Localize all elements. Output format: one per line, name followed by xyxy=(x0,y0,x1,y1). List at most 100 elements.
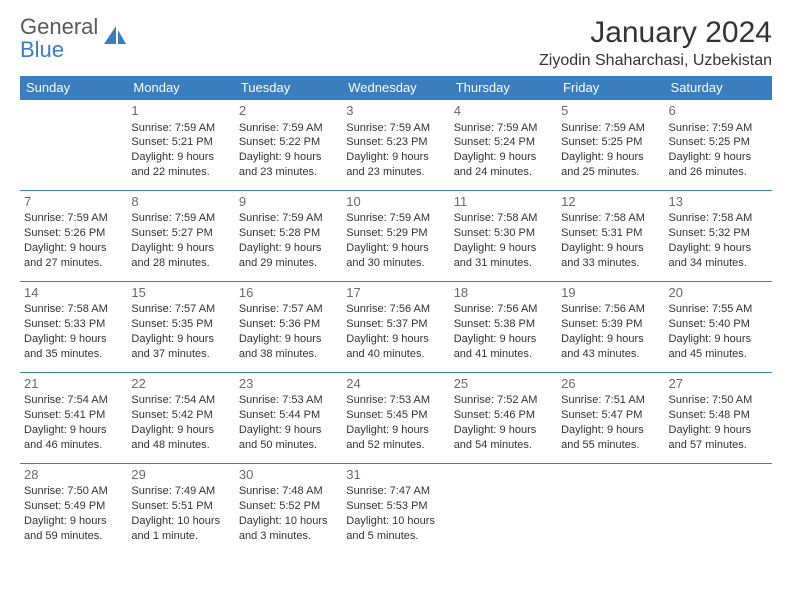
sunrise-text: Sunrise: 7:59 AM xyxy=(131,121,230,136)
daylight-text: and 57 minutes. xyxy=(669,438,768,453)
daylight-text: Daylight: 9 hours xyxy=(346,332,445,347)
calendar-day-cell: 18Sunrise: 7:56 AMSunset: 5:38 PMDayligh… xyxy=(450,281,557,372)
weekday-header: Wednesday xyxy=(342,76,449,100)
calendar-body: 1Sunrise: 7:59 AMSunset: 5:21 PMDaylight… xyxy=(20,100,772,554)
sunrise-text: Sunrise: 7:59 AM xyxy=(346,121,445,136)
daylight-text: and 1 minute. xyxy=(131,529,230,544)
calendar-day-cell: 29Sunrise: 7:49 AMSunset: 5:51 PMDayligh… xyxy=(127,463,234,553)
calendar-day-cell: 27Sunrise: 7:50 AMSunset: 5:48 PMDayligh… xyxy=(665,372,772,463)
daylight-text: Daylight: 9 hours xyxy=(24,423,123,438)
day-number: 3 xyxy=(346,102,445,120)
daylight-text: Daylight: 9 hours xyxy=(454,150,553,165)
calendar-day-cell: 6Sunrise: 7:59 AMSunset: 5:25 PMDaylight… xyxy=(665,100,772,191)
title-block: January 2024 Ziyodin Shaharchasi, Uzbeki… xyxy=(539,16,772,70)
sunrise-text: Sunrise: 7:53 AM xyxy=(346,393,445,408)
sunrise-text: Sunrise: 7:48 AM xyxy=(239,484,338,499)
calendar-day-cell: 12Sunrise: 7:58 AMSunset: 5:31 PMDayligh… xyxy=(557,190,664,281)
day-number: 1 xyxy=(131,102,230,120)
calendar-day-cell: 14Sunrise: 7:58 AMSunset: 5:33 PMDayligh… xyxy=(20,281,127,372)
calendar-day-cell xyxy=(557,463,664,553)
day-number: 2 xyxy=(239,102,338,120)
daylight-text: and 38 minutes. xyxy=(239,347,338,362)
sunrise-text: Sunrise: 7:54 AM xyxy=(24,393,123,408)
day-number: 14 xyxy=(24,284,123,302)
daylight-text: and 59 minutes. xyxy=(24,529,123,544)
sunrise-text: Sunrise: 7:47 AM xyxy=(346,484,445,499)
weekday-header: Tuesday xyxy=(235,76,342,100)
calendar-day-cell: 3Sunrise: 7:59 AMSunset: 5:23 PMDaylight… xyxy=(342,100,449,191)
daylight-text: Daylight: 9 hours xyxy=(669,150,768,165)
sunrise-text: Sunrise: 7:59 AM xyxy=(239,211,338,226)
daylight-text: and 54 minutes. xyxy=(454,438,553,453)
sunset-text: Sunset: 5:40 PM xyxy=(669,317,768,332)
daylight-text: Daylight: 9 hours xyxy=(24,241,123,256)
day-number: 15 xyxy=(131,284,230,302)
calendar-day-cell: 19Sunrise: 7:56 AMSunset: 5:39 PMDayligh… xyxy=(557,281,664,372)
sunset-text: Sunset: 5:48 PM xyxy=(669,408,768,423)
day-number: 10 xyxy=(346,193,445,211)
daylight-text: Daylight: 9 hours xyxy=(561,150,660,165)
daylight-text: and 22 minutes. xyxy=(131,165,230,180)
weekday-header: Monday xyxy=(127,76,234,100)
daylight-text: Daylight: 9 hours xyxy=(24,332,123,347)
daylight-text: Daylight: 10 hours xyxy=(131,514,230,529)
daylight-text: and 31 minutes. xyxy=(454,256,553,271)
sunset-text: Sunset: 5:44 PM xyxy=(239,408,338,423)
daylight-text: Daylight: 9 hours xyxy=(669,241,768,256)
daylight-text: and 43 minutes. xyxy=(561,347,660,362)
daylight-text: and 50 minutes. xyxy=(239,438,338,453)
daylight-text: and 34 minutes. xyxy=(669,256,768,271)
daylight-text: Daylight: 9 hours xyxy=(669,332,768,347)
daylight-text: Daylight: 10 hours xyxy=(346,514,445,529)
calendar-day-cell: 17Sunrise: 7:56 AMSunset: 5:37 PMDayligh… xyxy=(342,281,449,372)
calendar-week-row: 14Sunrise: 7:58 AMSunset: 5:33 PMDayligh… xyxy=(20,281,772,372)
weekday-header: Sunday xyxy=(20,76,127,100)
sunset-text: Sunset: 5:51 PM xyxy=(131,499,230,514)
daylight-text: Daylight: 9 hours xyxy=(131,150,230,165)
daylight-text: Daylight: 9 hours xyxy=(454,423,553,438)
daylight-text: and 35 minutes. xyxy=(24,347,123,362)
day-number: 21 xyxy=(24,375,123,393)
sunset-text: Sunset: 5:26 PM xyxy=(24,226,123,241)
day-number: 31 xyxy=(346,466,445,484)
sunset-text: Sunset: 5:46 PM xyxy=(454,408,553,423)
daylight-text: and 24 minutes. xyxy=(454,165,553,180)
daylight-text: Daylight: 10 hours xyxy=(239,514,338,529)
calendar-day-cell: 16Sunrise: 7:57 AMSunset: 5:36 PMDayligh… xyxy=(235,281,342,372)
day-number: 8 xyxy=(131,193,230,211)
calendar-day-cell: 7Sunrise: 7:59 AMSunset: 5:26 PMDaylight… xyxy=(20,190,127,281)
calendar-day-cell: 10Sunrise: 7:59 AMSunset: 5:29 PMDayligh… xyxy=(342,190,449,281)
logo-text-block: General Blue xyxy=(20,16,98,61)
sunrise-text: Sunrise: 7:58 AM xyxy=(454,211,553,226)
day-number: 17 xyxy=(346,284,445,302)
daylight-text: and 25 minutes. xyxy=(561,165,660,180)
calendar-day-cell: 20Sunrise: 7:55 AMSunset: 5:40 PMDayligh… xyxy=(665,281,772,372)
logo-text-general: General xyxy=(20,14,98,39)
sunrise-text: Sunrise: 7:59 AM xyxy=(669,121,768,136)
sunset-text: Sunset: 5:31 PM xyxy=(561,226,660,241)
daylight-text: and 27 minutes. xyxy=(24,256,123,271)
day-number: 5 xyxy=(561,102,660,120)
daylight-text: Daylight: 9 hours xyxy=(131,241,230,256)
day-number: 30 xyxy=(239,466,338,484)
sunrise-text: Sunrise: 7:54 AM xyxy=(131,393,230,408)
day-number: 11 xyxy=(454,193,553,211)
header: General Blue January 2024 Ziyodin Shahar… xyxy=(20,16,772,70)
day-number: 19 xyxy=(561,284,660,302)
sunset-text: Sunset: 5:42 PM xyxy=(131,408,230,423)
daylight-text: Daylight: 9 hours xyxy=(561,241,660,256)
daylight-text: and 29 minutes. xyxy=(239,256,338,271)
daylight-text: Daylight: 9 hours xyxy=(239,150,338,165)
calendar-week-row: 28Sunrise: 7:50 AMSunset: 5:49 PMDayligh… xyxy=(20,463,772,553)
sunrise-text: Sunrise: 7:55 AM xyxy=(669,302,768,317)
logo: General Blue xyxy=(20,16,128,61)
calendar-day-cell: 24Sunrise: 7:53 AMSunset: 5:45 PMDayligh… xyxy=(342,372,449,463)
calendar-week-row: 1Sunrise: 7:59 AMSunset: 5:21 PMDaylight… xyxy=(20,100,772,191)
daylight-text: Daylight: 9 hours xyxy=(239,332,338,347)
sunset-text: Sunset: 5:23 PM xyxy=(346,135,445,150)
daylight-text: Daylight: 9 hours xyxy=(346,241,445,256)
calendar-day-cell: 11Sunrise: 7:58 AMSunset: 5:30 PMDayligh… xyxy=(450,190,557,281)
daylight-text: and 30 minutes. xyxy=(346,256,445,271)
calendar-day-cell: 22Sunrise: 7:54 AMSunset: 5:42 PMDayligh… xyxy=(127,372,234,463)
daylight-text: Daylight: 9 hours xyxy=(131,332,230,347)
